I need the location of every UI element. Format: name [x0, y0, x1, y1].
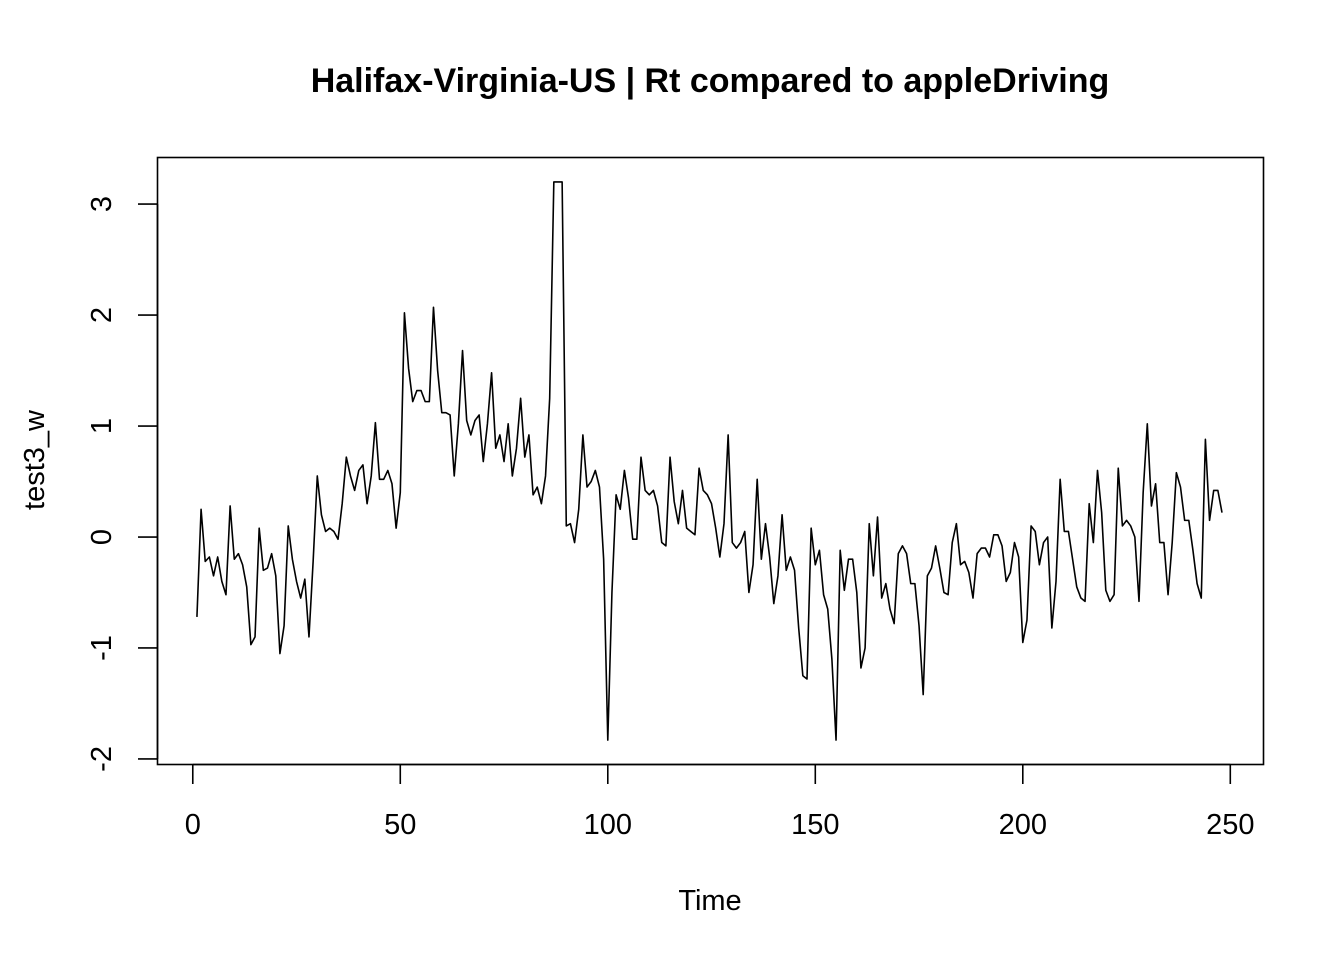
- y-tick-label: -1: [86, 635, 118, 661]
- y-tick-label: 1: [86, 418, 118, 434]
- y-tick-label: 3: [86, 196, 118, 212]
- y-tick-label: 2: [86, 307, 118, 323]
- x-tick-label: 150: [791, 809, 839, 841]
- series-line: [196, 181, 1223, 741]
- x-tick-label: 0: [185, 809, 201, 841]
- y-axis-label: test3_w: [19, 409, 51, 510]
- x-tick-label: 100: [584, 809, 632, 841]
- x-tick-label: 250: [1206, 809, 1254, 841]
- x-tick-label: 50: [384, 809, 416, 841]
- x-axis-label: Time: [678, 885, 741, 917]
- y-tick-label: -2: [86, 746, 118, 772]
- x-axis: 0 50 100 150 200 250: [185, 763, 1254, 841]
- x-tick-label: 200: [999, 809, 1047, 841]
- chart-title: Halifax-Virginia-US | Rt compared to app…: [311, 62, 1110, 100]
- plot-frame: [156, 156, 1265, 766]
- y-tick-label: 0: [86, 529, 118, 545]
- y-axis: -2 -1 0 1 2 3: [86, 196, 159, 772]
